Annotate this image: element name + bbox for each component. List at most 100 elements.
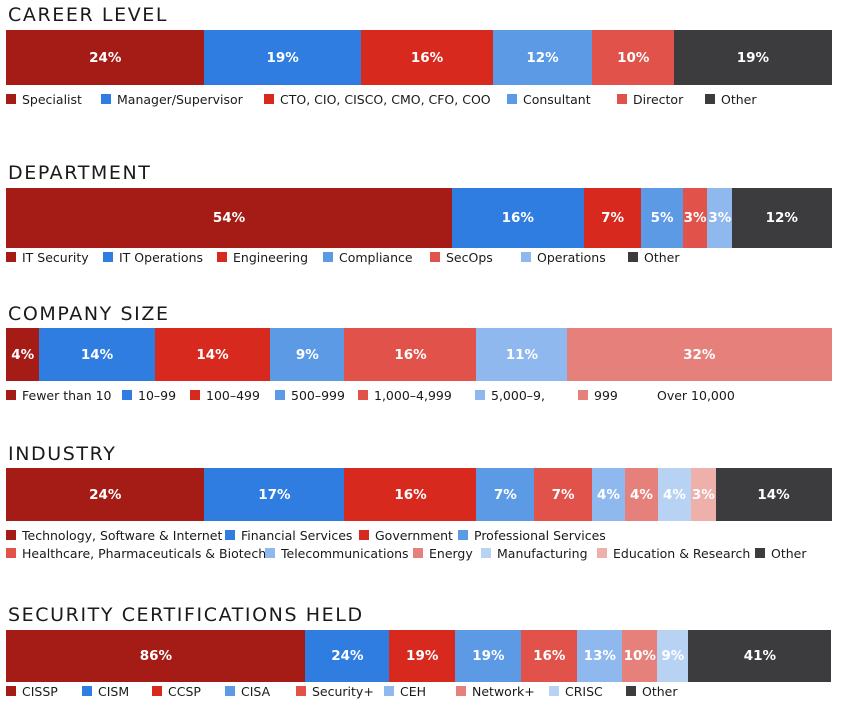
career-level-value-label: 16% <box>410 49 444 66</box>
company-size-value-label: 11% <box>505 346 539 363</box>
legend-swatch <box>264 94 274 104</box>
legend-label: CISM <box>98 683 130 699</box>
legend-label: SecOps <box>446 249 493 265</box>
certifications-segment: 10% <box>622 630 658 682</box>
department-value-label: 3% <box>683 210 707 226</box>
career-level-segment: 19% <box>204 30 362 85</box>
legend-swatch <box>225 686 235 696</box>
legend-label: 5,000–9, <box>491 387 545 403</box>
company-size-legend-item: 10–99 <box>122 387 176 403</box>
legend-swatch <box>6 252 16 262</box>
career-level-legend-item: Director <box>617 91 683 107</box>
legend-swatch <box>549 686 559 696</box>
legend-swatch <box>101 94 111 104</box>
department-segment: 5% <box>641 188 683 248</box>
legend-label: CTO, CIO, CISCO, CMO, CFO, COO <box>280 91 491 107</box>
legend-swatch <box>122 390 132 400</box>
career-level-segment: 12% <box>492 30 593 85</box>
legend-swatch <box>458 530 468 540</box>
industry-legend-item: Education & Research <box>597 545 750 561</box>
department-legend-item: IT Security <box>6 249 89 265</box>
legend-label: Manager/Supervisor <box>117 91 243 107</box>
certifications-legend-item: CRISC <box>549 683 603 699</box>
certifications-value-label: 41% <box>743 648 777 664</box>
industry-title: INDUSTRY <box>8 443 117 465</box>
legend-swatch <box>475 390 485 400</box>
career-level-value-label: 12% <box>526 49 559 66</box>
industry-value-label: 16% <box>394 486 427 503</box>
legend-label: IT Operations <box>119 249 204 265</box>
legend-swatch <box>6 548 16 558</box>
legend-swatch <box>597 548 607 558</box>
company-size-segment: 16% <box>344 328 477 381</box>
legend-label: Over 10,000 <box>657 387 735 403</box>
company-size-legend-item: 1,000–4,999 <box>358 387 452 403</box>
certifications-legend-item: CCSP <box>152 683 201 699</box>
career-level-value-label: 10% <box>617 49 650 66</box>
legend-swatch <box>225 530 235 540</box>
legend-swatch <box>358 390 368 400</box>
certifications-value-label: 24% <box>331 648 364 664</box>
industry-segment: 24% <box>6 468 205 521</box>
department-segment: 3% <box>682 188 708 248</box>
legend-swatch <box>430 252 440 262</box>
career-level-value-label: 19% <box>266 49 299 66</box>
company-size-legend-item: 500–999 <box>275 387 345 403</box>
certifications-legend-item: Network+ <box>456 683 535 699</box>
certifications-value-label: 9% <box>661 648 685 664</box>
department-legend-item: Engineering <box>217 249 308 265</box>
department-legend-item: Operations <box>521 249 606 265</box>
legend-label: Director <box>633 91 684 107</box>
company-size-value-label: 16% <box>394 346 427 363</box>
industry-value-label: 4% <box>663 486 686 503</box>
legend-swatch <box>755 548 765 558</box>
industry-segment: 17% <box>204 468 345 521</box>
career-level-title: CAREER LEVEL <box>8 4 169 26</box>
department-segment: 3% <box>707 188 733 248</box>
legend-swatch <box>628 252 638 262</box>
certifications-bar: 86% 24% 19% 19% 16% 13% 10% 9% 41% <box>6 630 832 682</box>
industry-segment: 14% <box>715 468 832 521</box>
legend-label: Network+ <box>472 683 535 699</box>
legend-swatch <box>507 94 517 104</box>
certifications-segment: 86% <box>6 630 306 682</box>
legend-label: Education & Research <box>613 545 751 561</box>
legend-swatch <box>190 390 200 400</box>
legend-label: Other <box>642 683 678 699</box>
industry-value-label: 4% <box>597 486 620 503</box>
legend-swatch <box>481 548 491 558</box>
industry-legend-item: Government <box>359 527 453 543</box>
career-level-segment: 16% <box>360 30 494 85</box>
company-size-bar: 4% 14% 14% 9% 16% 11% 32% <box>6 328 832 381</box>
industry-legend-item: Financial Services <box>225 527 352 543</box>
legend-label: 100–499 <box>206 387 260 403</box>
legend-swatch <box>705 94 715 104</box>
career-level-segment: 10% <box>591 30 675 85</box>
legend-swatch <box>82 686 92 696</box>
legend-swatch <box>217 252 227 262</box>
legend-swatch <box>103 252 113 262</box>
certifications-legend-item: CEH <box>384 683 426 699</box>
company-size-segment: 4% <box>6 328 40 381</box>
legend-label: Security+ <box>312 683 374 699</box>
company-size-legend-item: Over 10,000 <box>657 387 735 403</box>
career-level-legend-item: Other <box>705 91 757 107</box>
department-legend-item: SecOps <box>430 249 493 265</box>
career-level-segment: 24% <box>6 30 205 85</box>
legend-label: 1,000–4,999 <box>374 387 452 403</box>
industry-value-label: 7% <box>551 486 575 503</box>
legend-label: Manufacturing <box>497 545 588 561</box>
department-value-label: 16% <box>501 210 534 226</box>
legend-label: CEH <box>400 683 427 699</box>
career-level-segment: 19% <box>674 30 832 85</box>
industry-value-label: 14% <box>757 486 790 503</box>
company-size-segment: 14% <box>154 328 271 381</box>
department-value-label: 54% <box>212 210 246 226</box>
legend-label: Energy <box>429 545 473 561</box>
certifications-segment: 13% <box>576 630 623 682</box>
company-size-title: COMPANY SIZE <box>8 303 170 325</box>
company-size-value-label: 14% <box>80 346 114 363</box>
department-legend-item: Other <box>628 249 680 265</box>
industry-segment: 4% <box>591 468 626 521</box>
department-bar: 54% 16% 7% 5% 3% 3% 12% <box>6 188 832 248</box>
